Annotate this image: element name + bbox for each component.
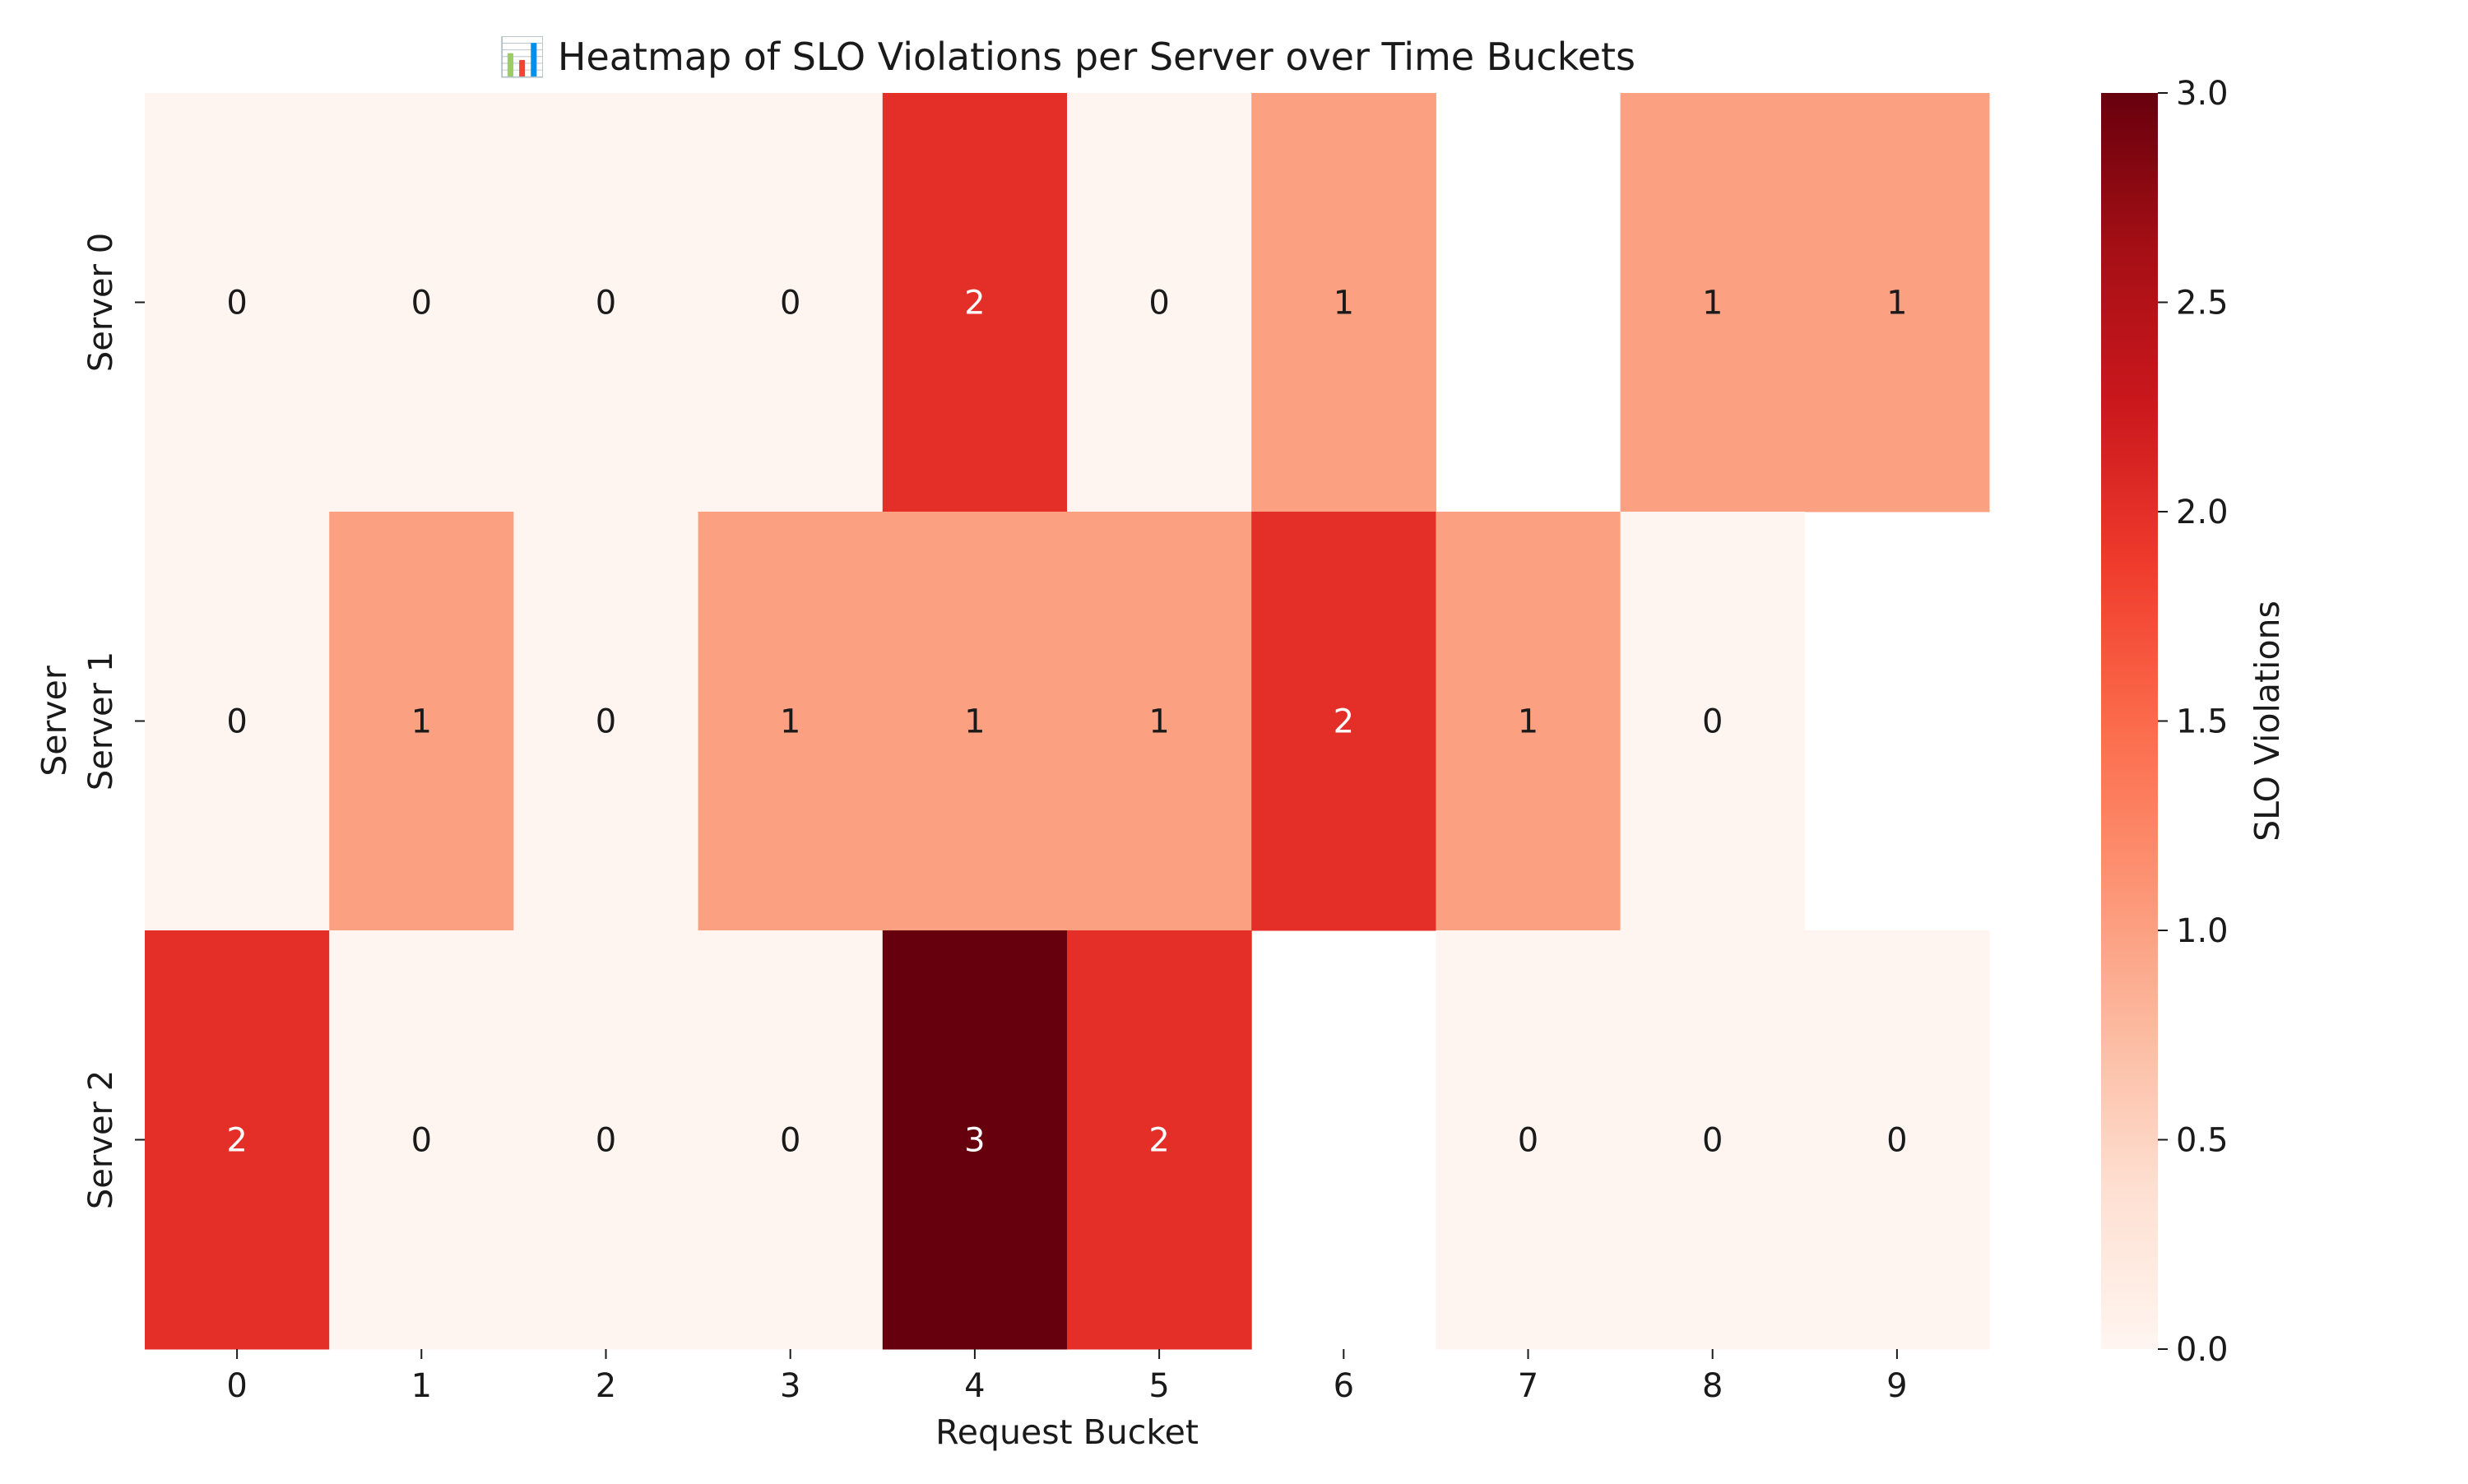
- cell-value-r1-c3: 1: [780, 703, 800, 741]
- cell-value-r0-c0: 0: [226, 285, 247, 322]
- cell-value-r2-c3: 0: [780, 1122, 800, 1160]
- colorbar-tick-label: 1.0: [2176, 912, 2229, 950]
- y-axis-label: Server: [35, 665, 74, 777]
- cell-value-r0-c6: 1: [1334, 285, 1354, 322]
- heatmap-cell-r1-c4: [882, 512, 1068, 931]
- y-tick-label: Server 2: [82, 1070, 120, 1209]
- x-axis-ticks: 0 1 2 3 4 5 6 7 8 9: [226, 1349, 1908, 1405]
- colorbar-tick-label: 1.5: [2176, 703, 2229, 741]
- x-tick-label: 3: [780, 1367, 800, 1405]
- heatmap-cell-r2-c8: [1620, 930, 1806, 1350]
- colorbar-tick-label: 0.5: [2176, 1122, 2229, 1160]
- x-tick-label: 8: [1702, 1367, 1723, 1405]
- x-tick-label: 0: [226, 1367, 247, 1405]
- heatmap-cell-r0-c3: [698, 93, 884, 512]
- cell-value-r1-c7: 1: [1518, 703, 1538, 741]
- y-tick-label: Server 0: [82, 233, 120, 372]
- heatmap-cell-r1-c7: [1436, 512, 1621, 931]
- heatmap-cell-r2-c5: [1067, 930, 1252, 1350]
- cell-value-r1-c1: 1: [411, 703, 432, 741]
- cell-value-r2-c0: 2: [226, 1122, 247, 1160]
- cell-value-r2-c7: 0: [1518, 1122, 1538, 1160]
- heatmap-cell-r2-c3: [698, 930, 884, 1350]
- heatmap-cell-r0-c6: [1251, 93, 1436, 512]
- cell-value-r2-c8: 0: [1702, 1122, 1723, 1160]
- heatmap-cell-r1-c5: [1067, 512, 1252, 931]
- cell-value-r1-c8: 0: [1702, 703, 1723, 741]
- x-tick-label: 7: [1518, 1367, 1538, 1405]
- colorbar-tick-label: 0.0: [2176, 1331, 2229, 1369]
- x-tick-label: 9: [1886, 1367, 1907, 1405]
- heatmap-cell-r0-c1: [329, 93, 514, 512]
- colorbar-tick-label: 3.0: [2176, 75, 2229, 113]
- heatmap-cell-r1-c6: [1251, 512, 1436, 931]
- x-tick-label: 6: [1334, 1367, 1354, 1405]
- x-tick-label: 2: [596, 1367, 616, 1405]
- cell-value-r0-c5: 0: [1148, 285, 1169, 322]
- cell-value-r2-c5: 2: [1148, 1122, 1169, 1160]
- heatmap-cell-r0-c8: [1620, 93, 1806, 512]
- colorbar: [2101, 93, 2158, 1349]
- heatmap-cell-r1-c2: [513, 512, 699, 931]
- heatmap-cell-r1-c0: [145, 512, 330, 931]
- cell-value-r2-c2: 0: [596, 1122, 616, 1160]
- x-tick-label: 5: [1148, 1367, 1169, 1405]
- heatmap-cell-r0-c9: [1804, 93, 1990, 512]
- cell-value-r1-c4: 1: [964, 703, 985, 741]
- colorbar-tick-label: 2.0: [2176, 494, 2229, 531]
- cell-annotations: 0 0 0 0 2 0 1 1 1 0 1 0 1 1 1 2 1 0 2 0 0 0 3 2 0 0 0: [226, 285, 1907, 1160]
- colorbar-label: SLO Violations: [2248, 601, 2287, 842]
- cell-value-r0-c4: 2: [964, 285, 985, 322]
- heatmap-cell-r2-c0: [145, 930, 330, 1350]
- cell-value-r0-c8: 1: [1702, 285, 1723, 322]
- cell-value-r1-c6: 2: [1334, 703, 1354, 741]
- heatmap-cell-r1-c3: [698, 512, 884, 931]
- y-tick-label: Server 1: [82, 652, 120, 791]
- colorbar-ticks: 0.0 0.5 1.0 1.5 2.0 2.5 3.0: [2158, 75, 2229, 1369]
- cell-value-r1-c2: 0: [596, 703, 616, 741]
- heatmap-cell-r2-c1: [329, 930, 514, 1350]
- cell-value-r0-c3: 0: [780, 285, 800, 322]
- cell-value-r1-c0: 0: [226, 703, 247, 741]
- cell-value-r0-c9: 1: [1886, 285, 1907, 322]
- cell-value-r2-c9: 0: [1886, 1122, 1907, 1160]
- cell-value-r1-c5: 1: [1148, 703, 1169, 741]
- heatmap-cell-r1-c8: [1620, 512, 1806, 931]
- cell-value-r2-c4: 3: [964, 1122, 985, 1160]
- chart-title: 📊 Heatmap of SLO Violations per Server o…: [499, 35, 1635, 79]
- heatmap-cell-r2-c4: [882, 930, 1068, 1350]
- x-axis-label: Request Bucket: [935, 1412, 1199, 1452]
- colorbar-tick-label: 2.5: [2176, 285, 2229, 322]
- heatmap-cell-r2-c2: [513, 930, 699, 1350]
- cell-value-r0-c2: 0: [596, 285, 616, 322]
- heatmap-cell-r0-c4: [882, 93, 1068, 512]
- x-tick-label: 4: [964, 1367, 985, 1405]
- y-axis-ticks: Server 0 Server 1 Server 2: [82, 233, 145, 1209]
- x-tick-label: 1: [411, 1367, 432, 1405]
- cell-value-r0-c1: 0: [411, 285, 432, 322]
- heatmap-cell-r2-c9: [1804, 930, 1990, 1350]
- heatmap-cell-r0-c0: [145, 93, 330, 512]
- heatmap-cell-r0-c2: [513, 93, 699, 512]
- heatmap-cells: [145, 93, 1990, 1350]
- cell-value-r2-c1: 0: [411, 1122, 432, 1160]
- heatmap-cell-r0-c5: [1067, 93, 1252, 512]
- heatmap-cell-r1-c1: [329, 512, 514, 931]
- heatmap-cell-r2-c7: [1436, 930, 1621, 1350]
